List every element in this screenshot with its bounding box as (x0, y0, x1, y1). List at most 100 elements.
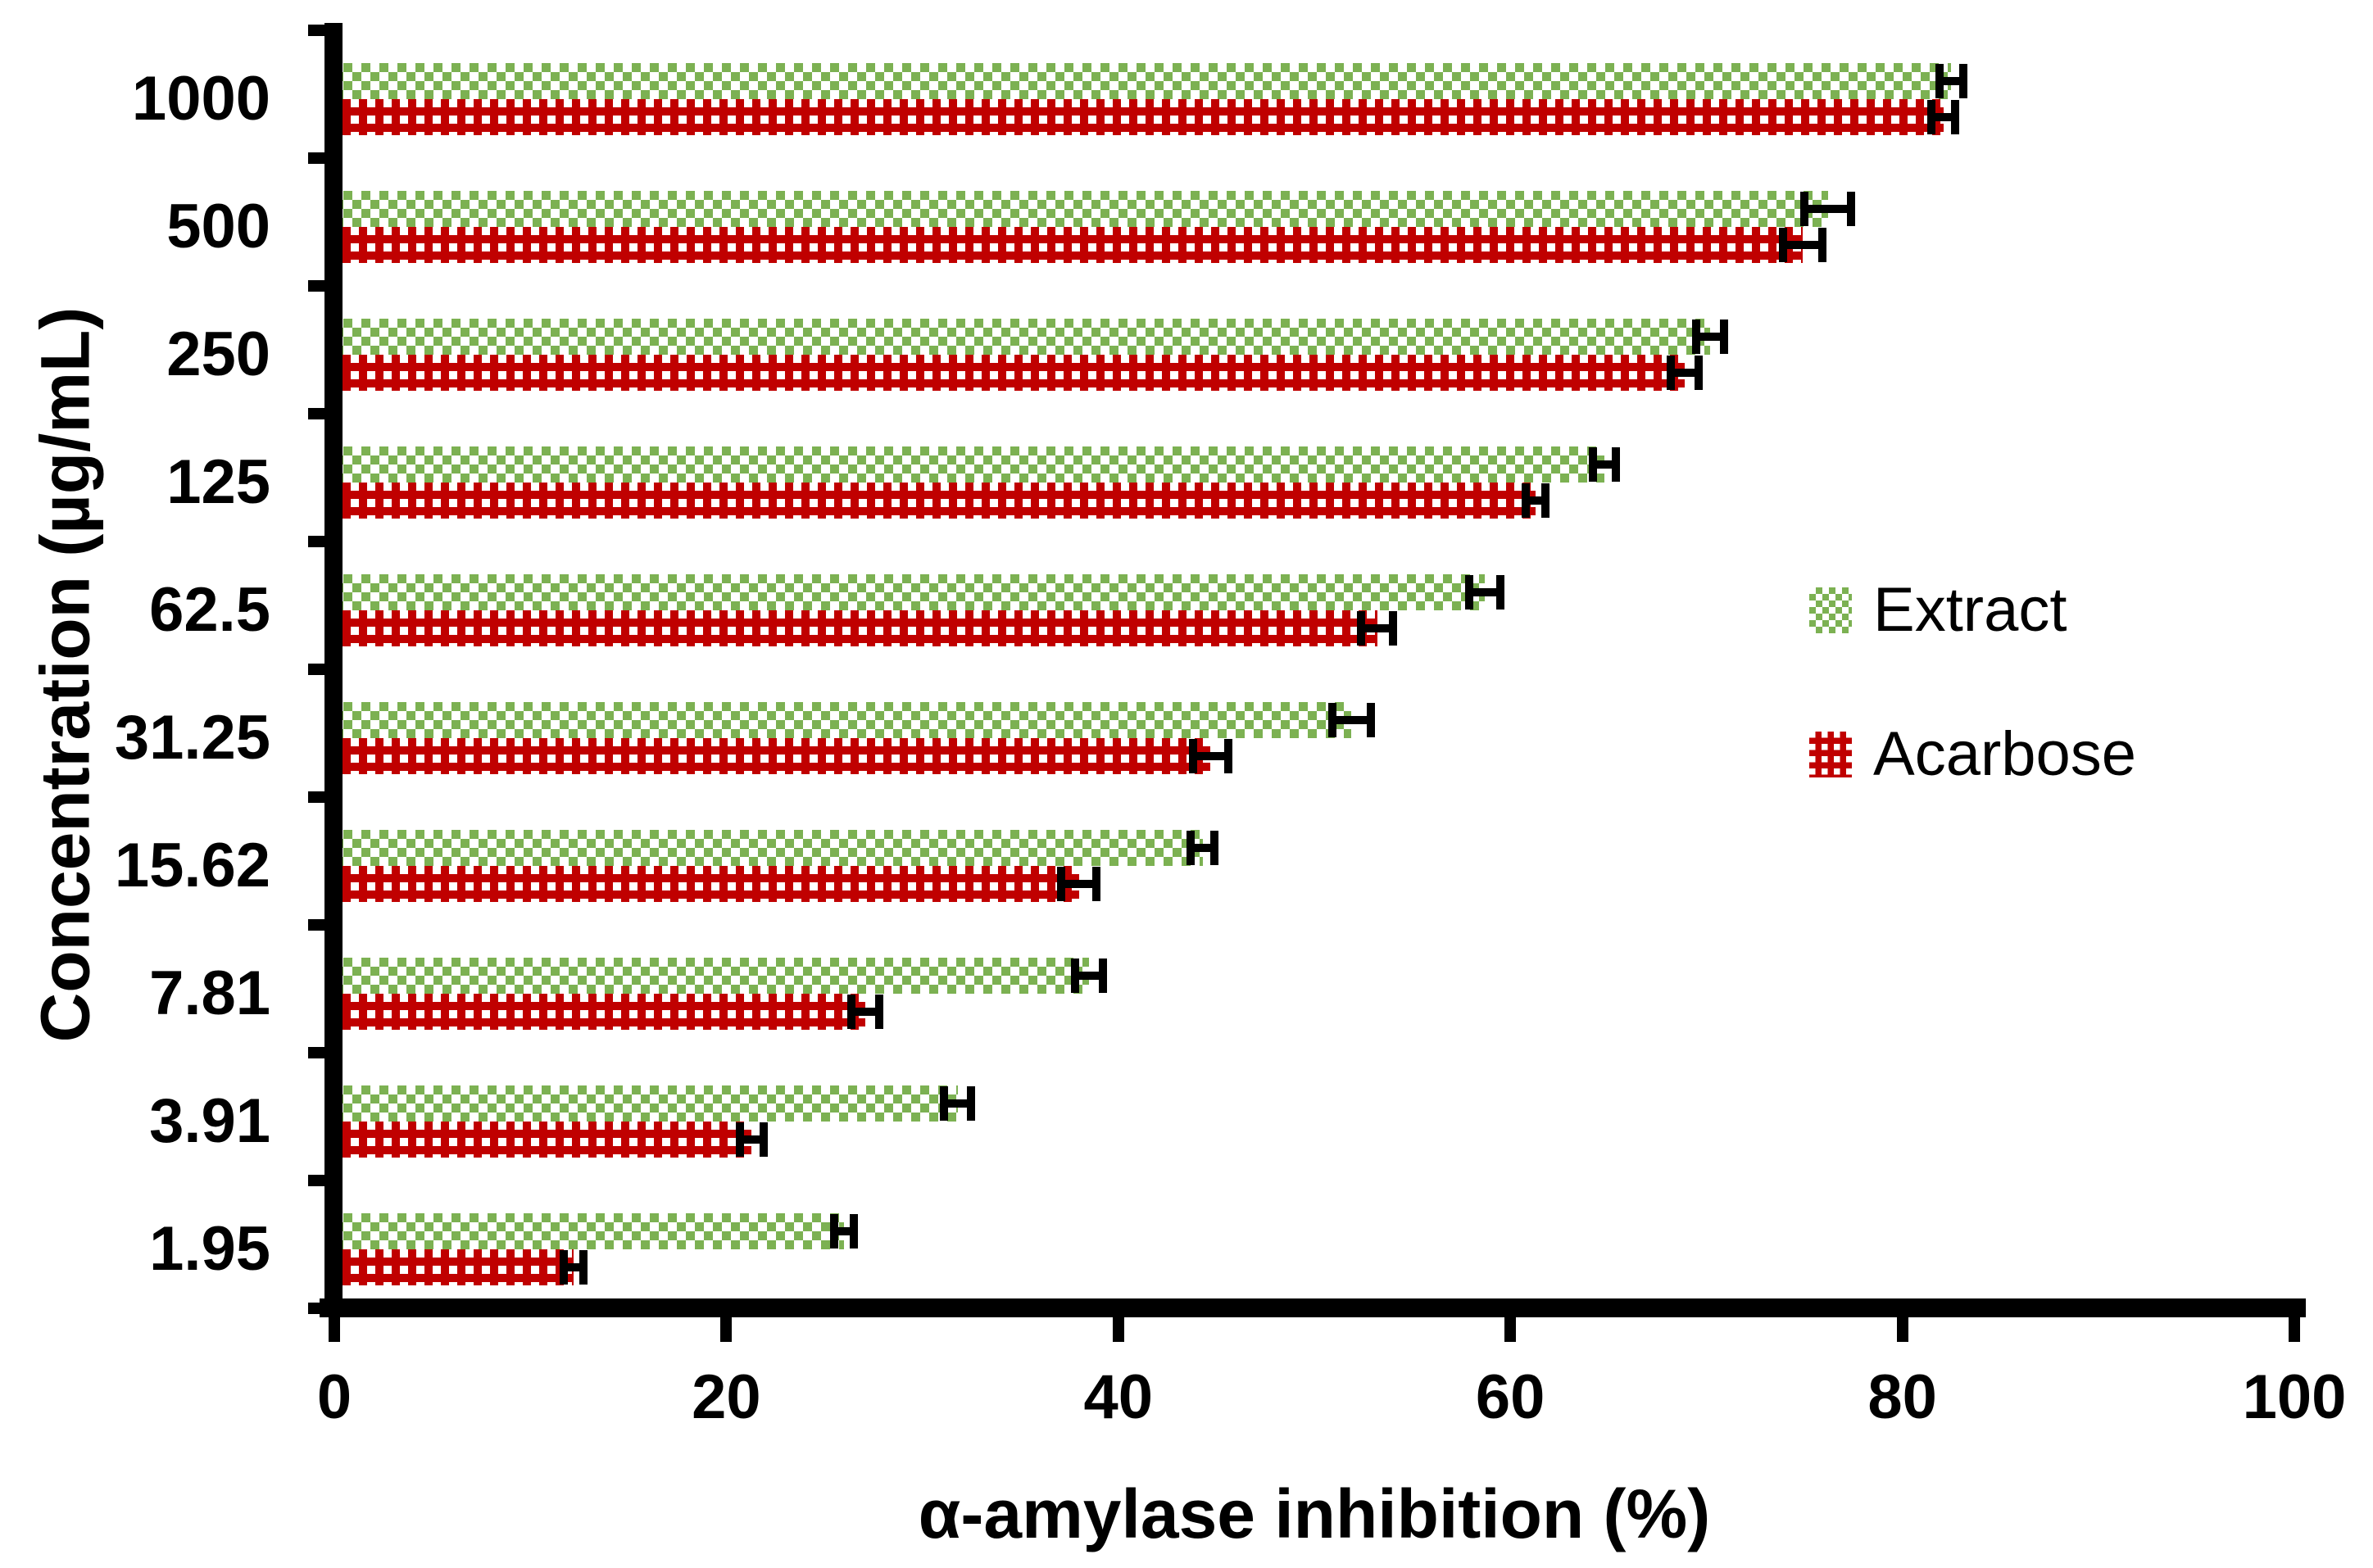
y-axis-tick (308, 1303, 326, 1314)
bar-extract-15.62 (334, 830, 1203, 866)
bar-acarbose-125 (334, 483, 1536, 519)
y-axis-title: Concentration (µg/mL) (26, 306, 104, 1043)
x-axis-tick (1896, 1307, 1908, 1342)
error-bar-line (1782, 241, 1822, 249)
bar-acarbose-62.5 (334, 610, 1377, 646)
bar-acarbose-7.81 (334, 994, 866, 1030)
y-axis-tick (308, 280, 326, 292)
error-bar-cap-left (1357, 611, 1366, 646)
error-bar-cap-right (967, 1086, 976, 1121)
error-bar-cap-right (1388, 611, 1397, 646)
error-bar-cap-right (1817, 228, 1826, 262)
bar-extract-1000 (334, 63, 1952, 99)
bar-acarbose-3.91 (334, 1122, 752, 1158)
y-axis-tick (308, 919, 326, 931)
error-bar-cap-left (847, 995, 856, 1029)
error-bar-line (1804, 205, 1852, 213)
error-bar-line (1526, 496, 1546, 505)
legend-label-extract: Extract (1873, 575, 2067, 645)
bar-extract-500 (334, 191, 1828, 227)
y-axis-tick (308, 1175, 326, 1186)
error-bar-cap-left (1464, 575, 1473, 610)
x-tick-label: 40 (1083, 1362, 1154, 1432)
bar-extract-7.81 (334, 958, 1089, 994)
error-bar-line (1696, 333, 1724, 341)
error-bar-cap-right (1098, 958, 1107, 993)
y-axis-tick (308, 152, 326, 164)
error-bar-cap-left (1927, 100, 1936, 134)
error-bar-line (1075, 972, 1103, 980)
acarbose-swatch-icon (1809, 732, 1852, 777)
error-bar-cap-right (1541, 483, 1550, 518)
y-tick-label: 250 (166, 319, 270, 389)
error-bar-cap-left (939, 1086, 948, 1121)
error-bar-cap-left (1778, 228, 1787, 262)
bar-acarbose-250 (334, 355, 1686, 391)
y-tick-label: 15.62 (114, 831, 270, 900)
bar-extract-31.25 (334, 702, 1352, 738)
y-tick-label: 7.81 (149, 958, 270, 1028)
y-axis-tick (308, 1047, 326, 1058)
error-bar-cap-left (736, 1122, 745, 1157)
error-bar-line (1191, 844, 1214, 852)
legend-item-acarbose: Acarbose (1809, 723, 2136, 786)
x-tick-label: 60 (1475, 1362, 1545, 1432)
error-bar-line (1361, 624, 1393, 632)
error-bar-cap-left (1692, 319, 1701, 354)
error-bar-cap-left (1186, 831, 1196, 865)
error-bar-cap-right (1694, 356, 1703, 390)
error-bar-cap-right (1496, 575, 1505, 610)
y-tick-label: 1000 (131, 64, 270, 134)
legend: Extract Acarbose (1809, 578, 2136, 786)
error-bar-cap-right (1951, 100, 1960, 134)
error-bar-line (1592, 460, 1617, 469)
y-axis-line (324, 23, 343, 1317)
legend-label-acarbose: Acarbose (1873, 719, 2137, 789)
error-bar-cap-left (559, 1250, 568, 1285)
error-bar-cap-right (849, 1214, 858, 1249)
error-bar-line (563, 1263, 583, 1271)
error-bar-cap-right (579, 1250, 588, 1285)
extract-swatch-icon (1809, 587, 1852, 633)
error-bar-line (1940, 77, 1963, 85)
bar-extract-250 (334, 319, 1711, 355)
y-axis-tick (308, 536, 326, 547)
bar-acarbose-500 (334, 227, 1803, 263)
y-axis-tick (308, 664, 326, 675)
error-bar-line (740, 1135, 764, 1144)
error-bar-line (851, 1008, 879, 1016)
x-axis-line (320, 1298, 2306, 1317)
bar-acarbose-15.62 (334, 866, 1079, 902)
error-bar-line (1671, 369, 1699, 377)
error-bar-line (1061, 880, 1097, 888)
y-axis-tick (308, 25, 326, 36)
error-bar-cap-right (1847, 192, 1856, 226)
error-bar-cap-left (1071, 958, 1080, 993)
error-bar-cap-right (874, 995, 883, 1029)
error-bar-line (1192, 752, 1228, 760)
x-tick-label: 20 (692, 1362, 761, 1432)
x-axis-tick (329, 1307, 340, 1342)
x-tick-label: 100 (2242, 1362, 2347, 1432)
x-axis-title: α-amylase inhibition (%) (918, 1475, 1711, 1552)
y-tick-label: 31.25 (114, 703, 270, 773)
y-tick-label: 125 (166, 447, 270, 517)
bar-acarbose-31.25 (334, 738, 1211, 774)
error-bar-cap-right (1223, 739, 1232, 773)
y-axis-tick (308, 408, 326, 419)
error-bar-cap-left (1327, 703, 1336, 737)
y-axis-tick (308, 791, 326, 803)
error-bar-cap-left (1667, 356, 1676, 390)
x-axis-tick (2289, 1307, 2300, 1342)
error-bar-cap-right (1092, 867, 1101, 901)
error-bar-cap-right (1719, 319, 1728, 354)
bar-extract-125 (334, 446, 1605, 483)
y-tick-label: 1.95 (149, 1214, 270, 1284)
error-bar-cap-left (1188, 739, 1197, 773)
bar-extract-1.95 (334, 1213, 844, 1249)
bar-acarbose-1000 (334, 99, 1944, 135)
error-bar-cap-right (759, 1122, 768, 1157)
y-tick-label: 3.91 (149, 1086, 270, 1156)
error-bar-line (943, 1099, 972, 1108)
